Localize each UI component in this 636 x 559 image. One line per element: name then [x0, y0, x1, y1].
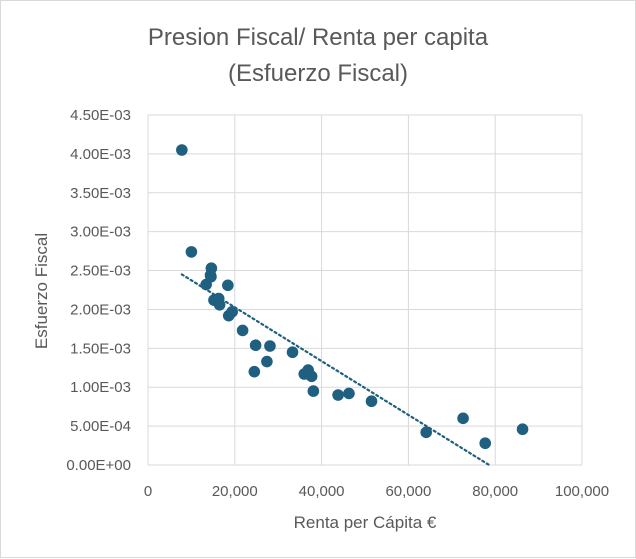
data-point [213, 298, 226, 311]
y-tick-label: 3.50E-03 [70, 185, 131, 202]
data-point [365, 395, 378, 408]
y-tick-label: 0.00E+00 [66, 457, 131, 474]
data-point [205, 270, 217, 283]
data-point [420, 426, 432, 439]
y-axis-title: Esfuerzo Fiscal [32, 233, 51, 349]
y-tick-label: 1.00E-03 [70, 379, 131, 396]
data-point [261, 355, 273, 368]
y-tick-label: 5.00E-04 [70, 418, 131, 435]
chart-title-line-1: Presion Fiscal/ Renta per capita [148, 24, 489, 51]
data-point [248, 365, 261, 378]
data-point [176, 144, 188, 156]
data-point [205, 262, 218, 275]
y-tick-label: 2.50E-03 [70, 263, 131, 280]
data-point [249, 339, 262, 352]
linear-trendline [180, 273, 491, 467]
chart-title-line-2: (Esfuerzo Fiscal) [228, 60, 408, 87]
data-point [457, 412, 469, 425]
x-tick-label: 20,000 [212, 483, 258, 500]
data-point [236, 324, 249, 337]
y-tick-label: 2.00E-03 [70, 301, 131, 318]
data-point [307, 385, 320, 397]
x-axis-title: Renta per Cápita € [294, 513, 437, 532]
data-point [222, 279, 234, 292]
data-point [264, 340, 276, 352]
data-point [479, 437, 492, 450]
y-tick-label: 4.50E-03 [70, 107, 131, 124]
y-tick-label: 4.00E-03 [70, 146, 131, 163]
x-tick-label: 40,000 [299, 483, 345, 500]
data-point [332, 389, 344, 401]
data-point [185, 246, 198, 258]
data-point [226, 305, 238, 318]
data-point [343, 387, 355, 400]
y-tick-label: 1.50E-03 [70, 340, 131, 357]
x-tick-label: 100,000 [555, 483, 609, 500]
x-tick-label: 60,000 [385, 483, 431, 500]
grid-lines [147, 114, 583, 466]
x-tick-label: 80,000 [472, 483, 518, 500]
trendline-layer [180, 273, 491, 467]
data-point [286, 346, 299, 359]
data-point [516, 423, 529, 436]
data-points [176, 144, 529, 450]
y-tick-label: 3.00E-03 [70, 224, 131, 241]
x-tick-label: 0 [144, 483, 152, 500]
data-point [305, 370, 318, 383]
axis-tick-labels: 0 20,000 40,000 60,000 80,000 100,000 0.00E+00… [66, 107, 609, 500]
